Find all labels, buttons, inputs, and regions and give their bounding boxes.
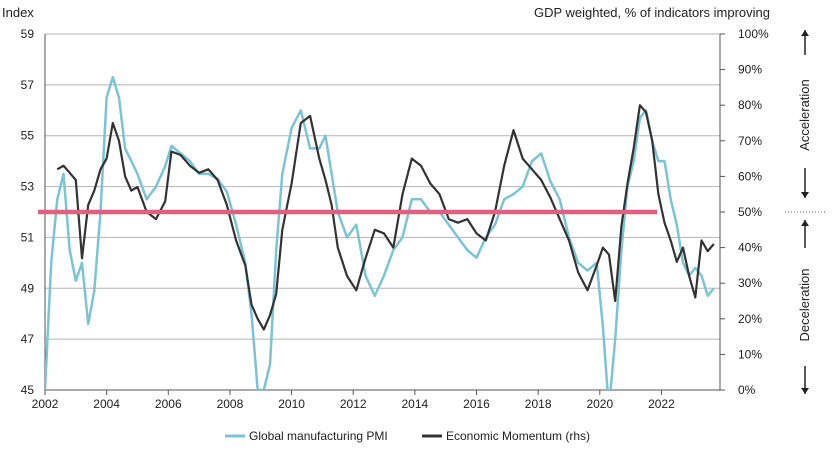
x-tick-label: 2002 — [32, 397, 59, 411]
gridlines — [45, 33, 720, 340]
x-tick-label: 2014 — [402, 397, 429, 411]
y-right-tick-label: 70% — [738, 134, 762, 148]
x-tick-label: 2016 — [463, 397, 490, 411]
y-left-tick-label: 45 — [21, 383, 35, 397]
y-left-tick-label: 57 — [21, 78, 35, 92]
arrow-up-icon-head — [801, 30, 809, 36]
y-left-tick-label: 59 — [21, 27, 35, 41]
legend-label-pmi: Global manufacturing PMI — [249, 429, 388, 443]
y-right-tick-label: 50% — [738, 205, 762, 219]
y-right-tick-label: 80% — [738, 98, 762, 112]
y-left-tick-label: 49 — [21, 281, 35, 295]
arrow-up-icon-head — [801, 220, 809, 226]
deceleration-label: Deceleration — [797, 269, 812, 342]
x-tick-label: 2004 — [93, 397, 120, 411]
series-line-pmi — [45, 75, 715, 390]
left-axis-title: Index — [2, 5, 34, 20]
x-tick-label: 2018 — [525, 397, 552, 411]
x-tick-label: 2006 — [155, 397, 182, 411]
legend-label-momentum: Economic Momentum (rhs) — [446, 429, 590, 443]
y-right-tick-label: 90% — [738, 63, 762, 77]
x-axis: 2002 2004 2006 2008 2010 2012 2014 2016 2018 2020… — [32, 389, 720, 411]
y-left-tick-label: 47 — [21, 332, 35, 346]
series-line-momentum — [56, 104, 715, 331]
x-tick-label: 2010 — [278, 397, 305, 411]
y-right-tick-label: 20% — [738, 312, 762, 326]
y-left-tick-label: 51 — [21, 230, 35, 244]
y-left-tick-label: 55 — [21, 129, 35, 143]
acceleration-label: Acceleration — [797, 79, 812, 151]
y-right-tick-label: 0% — [738, 383, 756, 397]
arrow-down-icon-head — [801, 192, 809, 198]
y-right-tick-label: 60% — [738, 169, 762, 183]
right-axis-title: GDP weighted, % of indicators improving — [534, 5, 770, 20]
y-right-tick-label: 10% — [738, 347, 762, 361]
arrow-down-icon-head — [801, 388, 809, 394]
left-y-axis: 45 47 49 51 53 55 57 59 — [21, 27, 46, 397]
side-annotations: Acceleration Deceleration — [785, 30, 825, 394]
right-y-axis: 0% 10% 20% 30% 40% 50% 60% 70% 80% 90% 100% — [719, 27, 769, 397]
y-right-tick-label: 30% — [738, 276, 762, 290]
y-left-tick-label: 53 — [21, 180, 35, 194]
y-right-tick-label: 100% — [738, 27, 769, 41]
series-lines — [45, 75, 715, 390]
x-tick-label: 2020 — [586, 397, 613, 411]
x-tick-label: 2022 — [648, 397, 675, 411]
y-right-tick-label: 40% — [738, 241, 762, 255]
x-tick-label: 2012 — [340, 397, 367, 411]
x-tick-label: 2008 — [217, 397, 244, 411]
legend: Global manufacturing PMI Economic Moment… — [225, 429, 590, 443]
